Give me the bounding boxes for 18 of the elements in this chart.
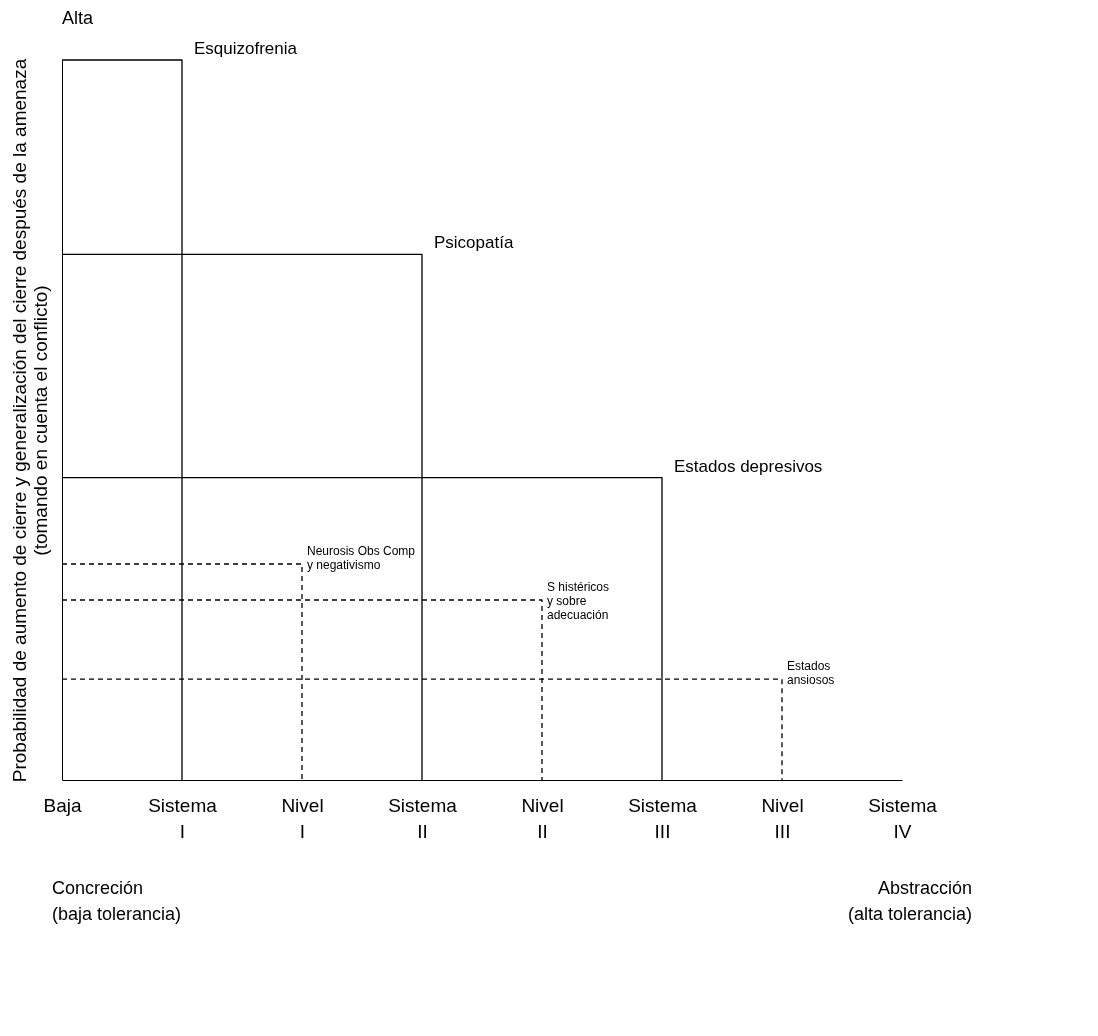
text: Alta bbox=[62, 8, 95, 28]
x-tick-label: Sistema IV bbox=[868, 794, 938, 842]
x-tick-label: Nivel II bbox=[521, 794, 564, 842]
text: Concreción (baja tolerancia) bbox=[52, 878, 182, 924]
series-label: Estados ansiosos bbox=[787, 659, 835, 688]
x-tick-label: Baja bbox=[43, 794, 82, 816]
series-label: S histéricos y sobre adecuación bbox=[547, 580, 610, 622]
text: Abstracción (alta tolerancia) bbox=[847, 878, 972, 924]
series-label: Neurosis Obs Comp y negativismo bbox=[307, 544, 416, 572]
x-tick-label: Nivel III bbox=[761, 794, 804, 842]
x-tick-label: Nivel I bbox=[281, 794, 324, 842]
series-label: Esquizofrenia bbox=[194, 39, 298, 58]
x-tick-label: Sistema I bbox=[148, 794, 218, 842]
series-label: Psicopatía bbox=[434, 233, 514, 253]
y-axis-title: Probabilidad de aumento de cierre y generalización del cierre después de la amenaza (tomando en cuenta el conflicto) bbox=[8, 58, 51, 783]
series-label: Estados depresivos bbox=[674, 456, 823, 476]
x-tick-label: Sistema II bbox=[388, 794, 458, 842]
x-tick-label: Sistema III bbox=[628, 794, 698, 842]
